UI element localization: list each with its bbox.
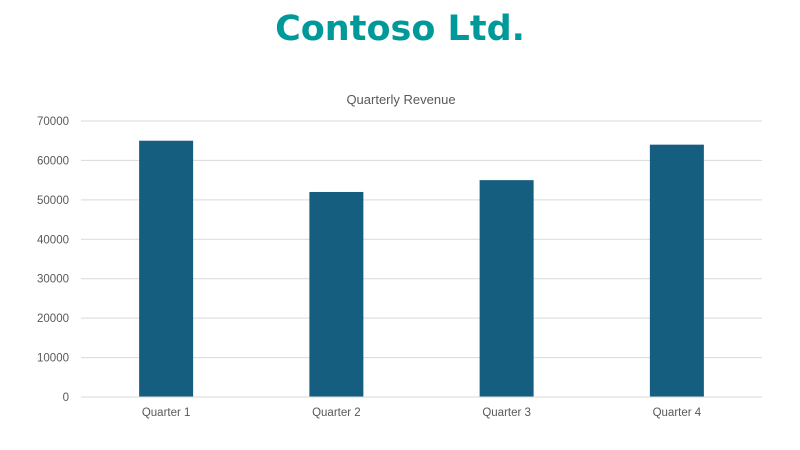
x-tick-label: Quarter 2 bbox=[312, 407, 361, 419]
y-tick-label: 40000 bbox=[37, 234, 69, 246]
x-axis-tick-labels: Quarter 1 Quarter 2 Quarter 3 Quarter 4 bbox=[142, 407, 702, 419]
bar-quarter-1 bbox=[139, 140, 194, 397]
y-tick-label: 0 bbox=[63, 392, 69, 404]
bar-quarter-4 bbox=[649, 144, 704, 397]
bars bbox=[139, 140, 704, 397]
y-tick-label: 20000 bbox=[37, 313, 69, 325]
bar-quarter-3 bbox=[479, 180, 534, 397]
slide-title: Contoso Ltd. bbox=[275, 9, 525, 49]
y-tick-label: 30000 bbox=[37, 274, 69, 286]
y-tick-label: 10000 bbox=[37, 353, 69, 365]
x-tick-label: Quarter 3 bbox=[482, 407, 531, 419]
gridlines bbox=[81, 120, 762, 359]
y-tick-label: 60000 bbox=[37, 155, 69, 167]
x-tick-label: Quarter 4 bbox=[653, 407, 702, 419]
y-axis-tick-labels: 0 10000 20000 30000 40000 50000 60000 70000 bbox=[37, 116, 69, 404]
y-tick-label: 50000 bbox=[37, 195, 69, 207]
chart-title: Quarterly Revenue bbox=[346, 92, 455, 107]
x-tick-label: Quarter 1 bbox=[142, 407, 191, 419]
y-tick-label: 70000 bbox=[37, 116, 69, 128]
bar-quarter-2 bbox=[309, 191, 364, 397]
